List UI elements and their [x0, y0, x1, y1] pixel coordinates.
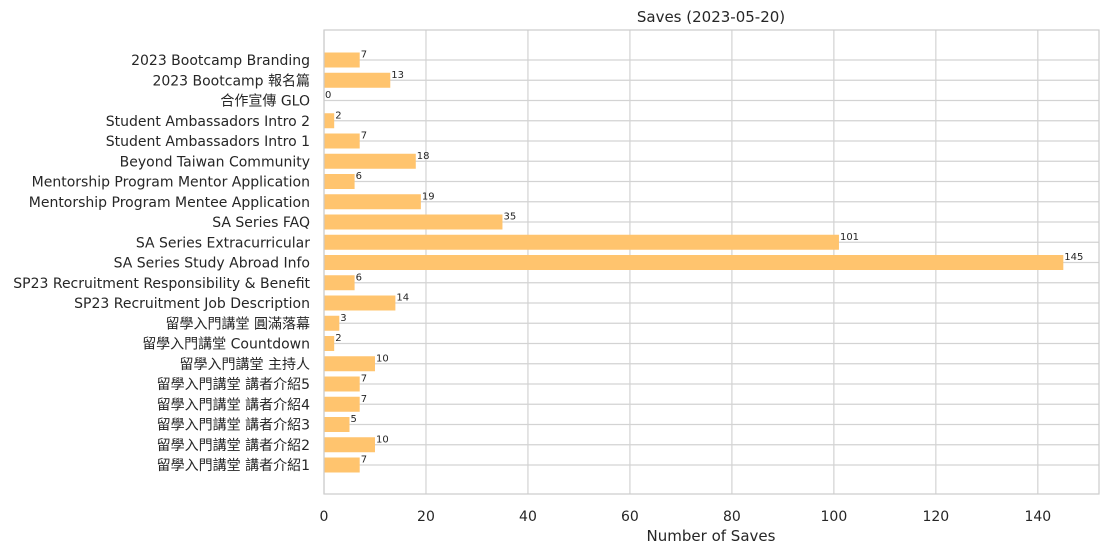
bar	[324, 113, 335, 129]
category-label: 合作宣傳 GLO	[220, 94, 310, 110]
x-tick-label: 100	[821, 509, 848, 525]
x-tick-label: 40	[519, 509, 537, 525]
category-label: 2023 Bootcamp 報名篇	[152, 73, 310, 89]
value-label: 14	[396, 293, 409, 304]
category-label: SA Series FAQ	[212, 215, 310, 231]
category-label: 2023 Bootcamp Branding	[131, 53, 310, 69]
category-label: Mentorship Program Mentee Application	[29, 195, 310, 211]
category-label: 留學入門講堂 講者介紹5	[157, 377, 310, 393]
x-tick-label: 0	[320, 509, 329, 525]
category-label: 留學入門講堂 Countdown	[142, 337, 310, 353]
bar	[324, 194, 421, 210]
category-label: 留學入門講堂 圓滿落幕	[166, 316, 310, 332]
bar	[324, 214, 503, 230]
bar	[324, 234, 839, 250]
value-label: 3	[340, 313, 346, 324]
value-label: 7	[361, 394, 367, 405]
value-label: 0	[325, 90, 331, 101]
category-label: SP23 Recruitment Responsibility & Benefi…	[13, 276, 310, 292]
value-label: 7	[361, 131, 367, 142]
plot-frame	[323, 29, 1100, 495]
chart-title: Saves (2023-05-20)	[637, 8, 785, 26]
bar	[324, 52, 360, 68]
bar	[324, 417, 350, 432]
category-label: SP23 Recruitment Job Description	[74, 296, 310, 312]
value-label: 10	[376, 353, 389, 364]
bar	[324, 174, 355, 189]
category-label: 留學入門講堂 講者介紹2	[157, 438, 310, 454]
value-label: 101	[840, 232, 859, 243]
bar	[324, 396, 360, 412]
category-label: Student Ambassadors Intro 1	[106, 134, 310, 150]
x-tick-label: 60	[621, 509, 639, 525]
value-label: 7	[361, 50, 367, 61]
category-label: Mentorship Program Mentor Application	[32, 175, 310, 191]
value-label: 7	[361, 374, 367, 385]
category-label: Student Ambassadors Intro 2	[106, 114, 310, 130]
value-label: 10	[376, 434, 389, 445]
bar	[324, 336, 335, 351]
category-label: 留學入門講堂 講者介紹4	[157, 397, 310, 413]
category-label: SA Series Study Abroad Info	[114, 256, 310, 272]
value-label: 2	[335, 333, 341, 344]
value-label: 2	[335, 110, 341, 121]
value-label: 35	[503, 212, 516, 223]
bar	[324, 133, 360, 149]
x-tick-label: 120	[922, 509, 949, 525]
bar	[324, 315, 340, 331]
value-label: 6	[356, 272, 362, 283]
bar	[324, 295, 396, 311]
x-axis-label: Number of Saves	[647, 527, 776, 545]
bar-layer	[324, 52, 1064, 473]
value-label: 19	[422, 191, 435, 202]
bar	[324, 356, 375, 372]
bar	[324, 153, 416, 169]
value-label: 5	[350, 414, 356, 425]
bar	[324, 255, 1064, 270]
value-label: 13	[391, 70, 404, 81]
category-label: 留學入門講堂 主持人	[180, 357, 310, 373]
value-label: 6	[356, 171, 362, 182]
bar	[324, 437, 375, 453]
bar	[324, 376, 360, 392]
value-label: 7	[361, 455, 367, 466]
category-label: SA Series Extracurricular	[136, 235, 310, 251]
category-label: Beyond Taiwan Community	[120, 154, 310, 170]
value-label: 145	[1064, 252, 1083, 263]
category-label: 留學入門講堂 講者介紹3	[157, 418, 310, 434]
value-label: 18	[417, 151, 430, 162]
x-tick-label: 140	[1024, 509, 1051, 525]
category-label: 留學入門講堂 講者介紹1	[157, 458, 310, 474]
bar	[324, 457, 360, 473]
bar	[324, 72, 391, 88]
x-tick-label: 80	[723, 509, 741, 525]
bar	[324, 275, 355, 291]
x-tick-label: 20	[417, 509, 435, 525]
